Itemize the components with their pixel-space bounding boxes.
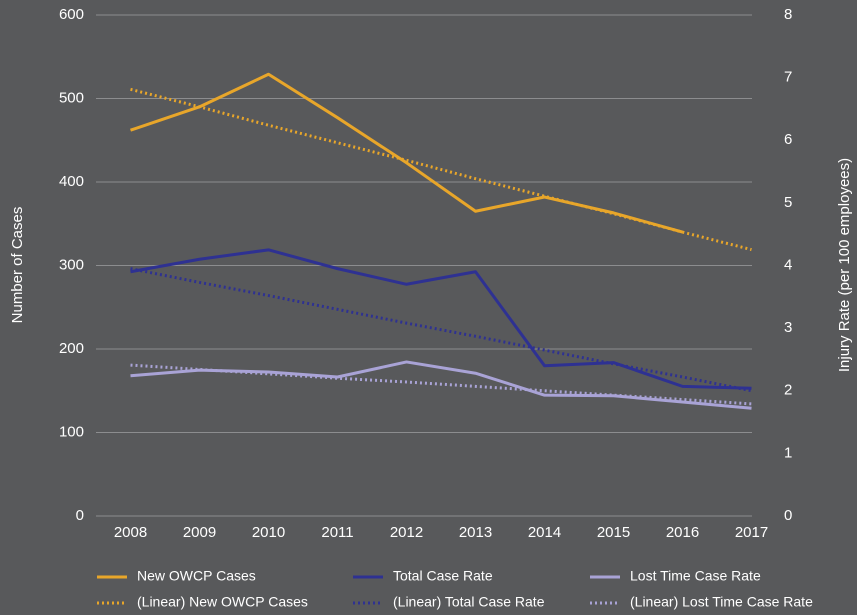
x-tick-label: 2014: [528, 524, 561, 541]
y-tick-label: 200: [59, 340, 84, 357]
y2-tick-label: 4: [784, 256, 792, 273]
y-tick-label: 0: [76, 507, 84, 524]
x-tick-label: 2013: [459, 524, 492, 541]
x-tick-label: 2015: [597, 524, 630, 541]
y2-tick-label: 8: [784, 6, 792, 23]
x-tick-label: 2012: [390, 524, 423, 541]
trend-line: [130, 267, 752, 393]
legend-label: Total Case Rate: [393, 568, 493, 584]
series-line: [130, 360, 752, 410]
y-tick-label: 100: [59, 423, 84, 440]
trend-line: [130, 363, 752, 406]
legend-label: New OWCP Cases: [137, 568, 256, 584]
x-tick-label: 2011: [321, 524, 353, 541]
legend-label: Lost Time Case Rate: [630, 568, 761, 584]
x-tick-label: 2008: [114, 524, 147, 541]
y2-tick-label: 0: [784, 507, 792, 524]
x-tick-label: 2009: [183, 524, 216, 541]
y-tick-label: 400: [59, 173, 84, 190]
y2-tick-label: 1: [784, 444, 792, 461]
legend-label: (Linear) New OWCP Cases: [137, 594, 308, 610]
legend-label: (Linear) Total Case Rate: [393, 594, 545, 610]
x-tick-label: 2017: [735, 524, 768, 541]
y2-tick-label: 5: [784, 194, 792, 211]
y2-axis-title: Injury Rate (per 100 employees): [836, 158, 853, 372]
y-tick-label: 500: [59, 89, 84, 106]
y2-tick-label: 6: [784, 131, 792, 148]
series-line: [130, 248, 752, 390]
legend-label: (Linear) Lost Time Case Rate: [630, 594, 813, 610]
y2-tick-label: 7: [784, 69, 792, 86]
y2-tick-label: 3: [784, 319, 792, 336]
y-axis-title: Number of Cases: [9, 207, 26, 324]
y2-tick-label: 2: [784, 382, 792, 399]
x-tick-label: 2016: [666, 524, 699, 541]
y-tick-label: 300: [59, 256, 84, 273]
series-line: [130, 72, 683, 234]
trend-line: [130, 87, 752, 252]
y-tick-label: 600: [59, 6, 84, 23]
x-tick-label: 2010: [252, 524, 285, 541]
